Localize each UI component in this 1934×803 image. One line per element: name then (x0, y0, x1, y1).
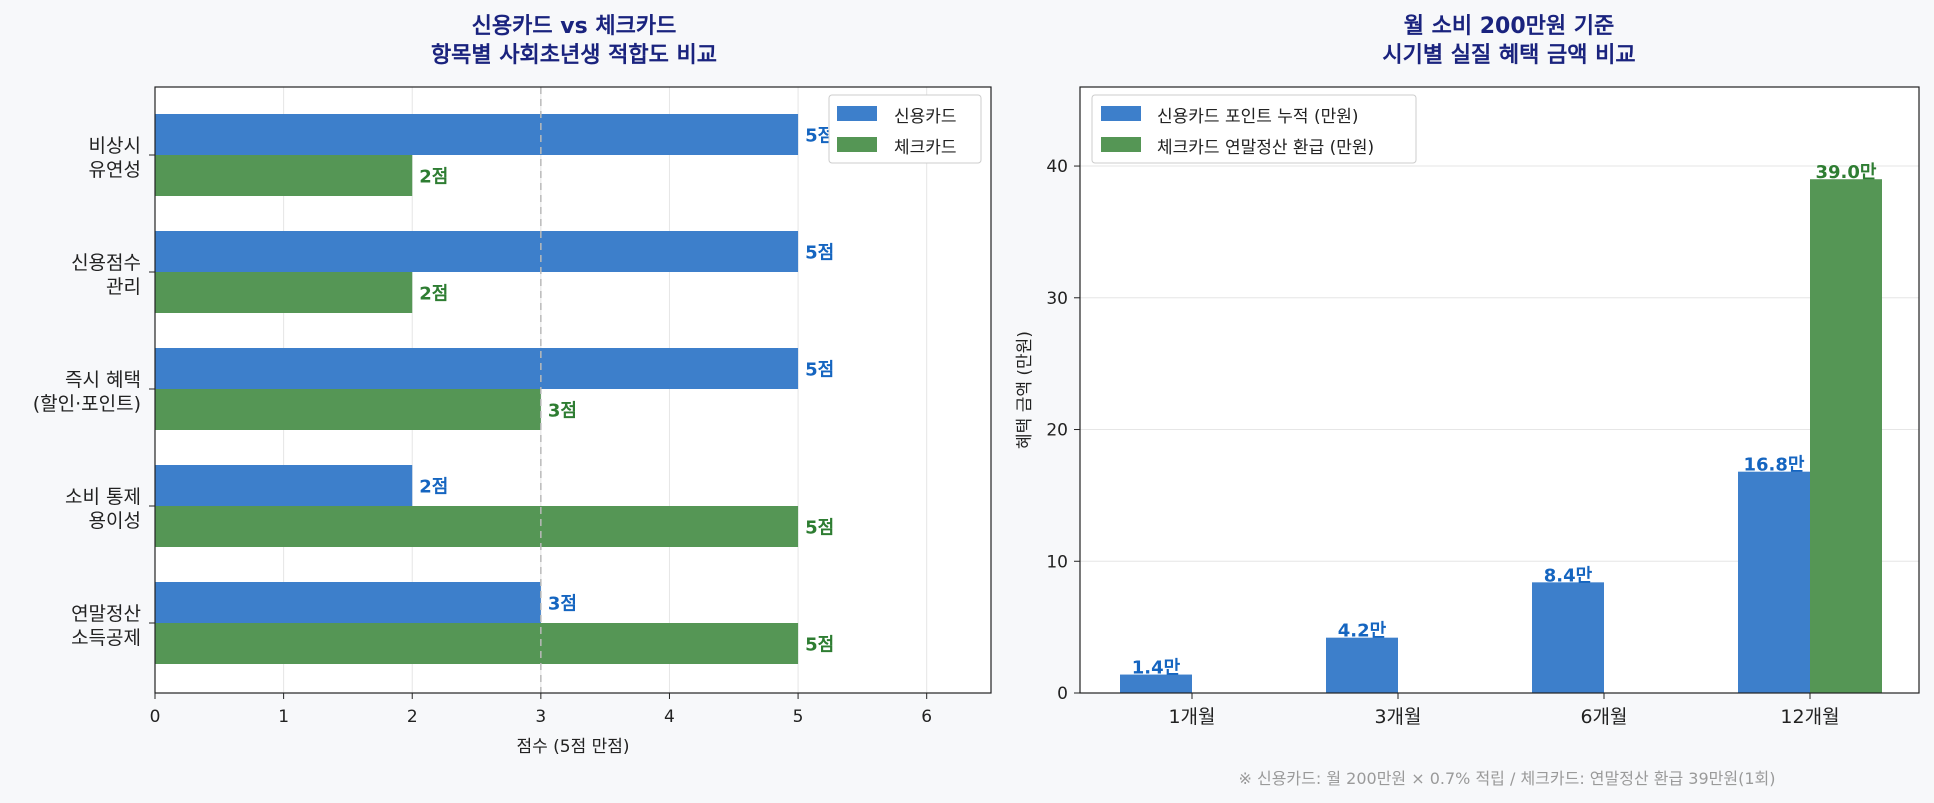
right-legend-swatch-credit (1101, 106, 1141, 121)
bar-check (155, 155, 413, 196)
right-y-tick-label: 0 (1057, 684, 1068, 704)
bar-credit-points (1532, 582, 1604, 693)
right-chart: 월 소비 200만원 기준 시기별 실질 혜택 금액 비교 1.4만 4.2만 8.… (1015, 14, 1920, 788)
right-legend-label-credit: 신용카드 포인트 누적 (만원) (1157, 107, 1359, 127)
right-x-tick-label: 3개월 (1374, 706, 1421, 728)
bar-value-label: 5점 (805, 243, 834, 264)
bar-value-label: 16.8만 (1744, 455, 1805, 476)
right-y-tick-label: 30 (1046, 289, 1068, 309)
bar-check (155, 623, 799, 664)
right-y-tick-label: 20 (1046, 421, 1068, 441)
category-label-line-1: 비상시 (89, 135, 141, 157)
bar-credit (155, 582, 541, 623)
left-x-ticks: 0 1 2 3 4 5 6 (150, 693, 932, 727)
right-legend: 신용카드 포인트 누적 (만원) 체크카드 연말정산 환급 (만원) (1091, 94, 1417, 164)
left-chart-title-line-2: 항목별 사회초년생 적합도 비교 (431, 42, 717, 68)
left-legend-label-check: 체크카드 (894, 138, 957, 158)
right-plot-frame (1079, 86, 1920, 694)
left-x-tick-label: 2 (407, 707, 418, 727)
bar-check-refund (1810, 179, 1882, 693)
bar-value-label: 2점 (419, 477, 448, 498)
right-x-tick-label: 6개월 (1580, 706, 1627, 728)
left-legend-label-credit: 신용카드 (894, 107, 957, 127)
bar-credit (155, 465, 413, 506)
right-y-tick-label: 10 (1046, 552, 1068, 572)
left-chart-title-line-1: 신용카드 vs 체크카드 (472, 14, 677, 39)
bar-value-label: 5점 (805, 518, 834, 539)
category-label-line-2: 관리 (106, 276, 141, 298)
category-label-line-2: 용이성 (89, 510, 141, 532)
bar-value-label: 3점 (548, 401, 577, 422)
left-chart: 신용카드 vs 체크카드 항목별 사회초년생 적합도 비교 5점2점5점2점5점… (33, 14, 992, 757)
left-plot-frame (154, 86, 992, 694)
bar-value-label: 5점 (805, 360, 834, 381)
right-legend-swatch-check (1101, 137, 1141, 152)
left-bars (155, 114, 799, 664)
right-y-axis-label: 혜택 금액 (만원) (1015, 331, 1035, 449)
category-label-line-1: 연말정산 (71, 603, 141, 625)
category-label-line-2: 소득공제 (71, 627, 141, 649)
right-chart-title-line-2: 시기별 실질 혜택 금액 비교 (1382, 43, 1635, 68)
right-value-labels: 1.4만 4.2만 8.4만 16.8만 39.0만 (1132, 162, 1877, 678)
bar-check (155, 506, 799, 547)
category-label-line-1: 신용점수 (71, 252, 141, 274)
left-x-tick-label: 6 (921, 707, 932, 727)
bar-check (155, 389, 541, 430)
bar-credit-points (1326, 637, 1398, 693)
bar-value-label: 2점 (419, 167, 448, 188)
left-x-axis-label: 점수 (5점 만점) (516, 737, 629, 757)
bar-value-label: 4.2만 (1338, 621, 1387, 642)
left-legend-swatch-check (837, 137, 877, 152)
category-label-line-2: (할인·포인트) (33, 393, 141, 415)
right-legend-label-check: 체크카드 연말정산 환급 (만원) (1157, 138, 1374, 158)
left-x-tick-label: 0 (150, 707, 161, 727)
left-x-tick-label: 4 (664, 707, 675, 727)
bar-credit (155, 114, 799, 155)
bar-value-label: 8.4만 (1544, 565, 1593, 586)
left-legend-swatch-credit (837, 106, 877, 121)
bar-check (155, 272, 413, 313)
category-label-line-2: 유연성 (89, 159, 141, 181)
bar-value-label: 1.4만 (1132, 658, 1181, 679)
right-y-ticks: 0 10 20 30 40 (1046, 157, 1080, 704)
left-x-tick-label: 1 (278, 707, 289, 727)
right-y-tick-label: 40 (1046, 157, 1068, 177)
bar-value-label: 2점 (419, 284, 448, 305)
left-x-tick-label: 5 (793, 707, 804, 727)
left-value-labels: 5점 2점 5점 2점 5점 3점 2점 5점 3점 5점 (419, 126, 834, 656)
right-legend-box (1091, 94, 1417, 164)
bar-value-label: 5점 (805, 635, 834, 656)
right-x-tick-label: 12개월 (1780, 706, 1839, 728)
bar-credit (155, 231, 799, 272)
bar-value-label: 5점 (805, 126, 834, 147)
category-label-line-1: 소비 통제 (65, 486, 141, 508)
category-label-line-1: 즉시 혜택 (65, 369, 141, 391)
right-x-ticks: 1개월 3개월 6개월 12개월 (1168, 693, 1840, 728)
bar-value-label: 3점 (548, 594, 577, 615)
bar-credit (155, 348, 799, 389)
right-chart-title-line-1: 월 소비 200만원 기준 (1404, 14, 1615, 39)
left-x-tick-label: 3 (535, 707, 546, 727)
bar-credit-points (1738, 471, 1810, 693)
left-legend: 신용카드 체크카드 (828, 94, 982, 164)
right-x-tick-label: 1개월 (1168, 706, 1215, 728)
right-bars (1120, 179, 1882, 693)
bar-credit-points (1120, 674, 1192, 693)
bar-value-label: 39.0만 (1816, 162, 1877, 183)
footnote: ※ 신용카드: 월 200만원 × 0.7% 적립 / 체크카드: 연말정산 환… (1239, 769, 1776, 788)
